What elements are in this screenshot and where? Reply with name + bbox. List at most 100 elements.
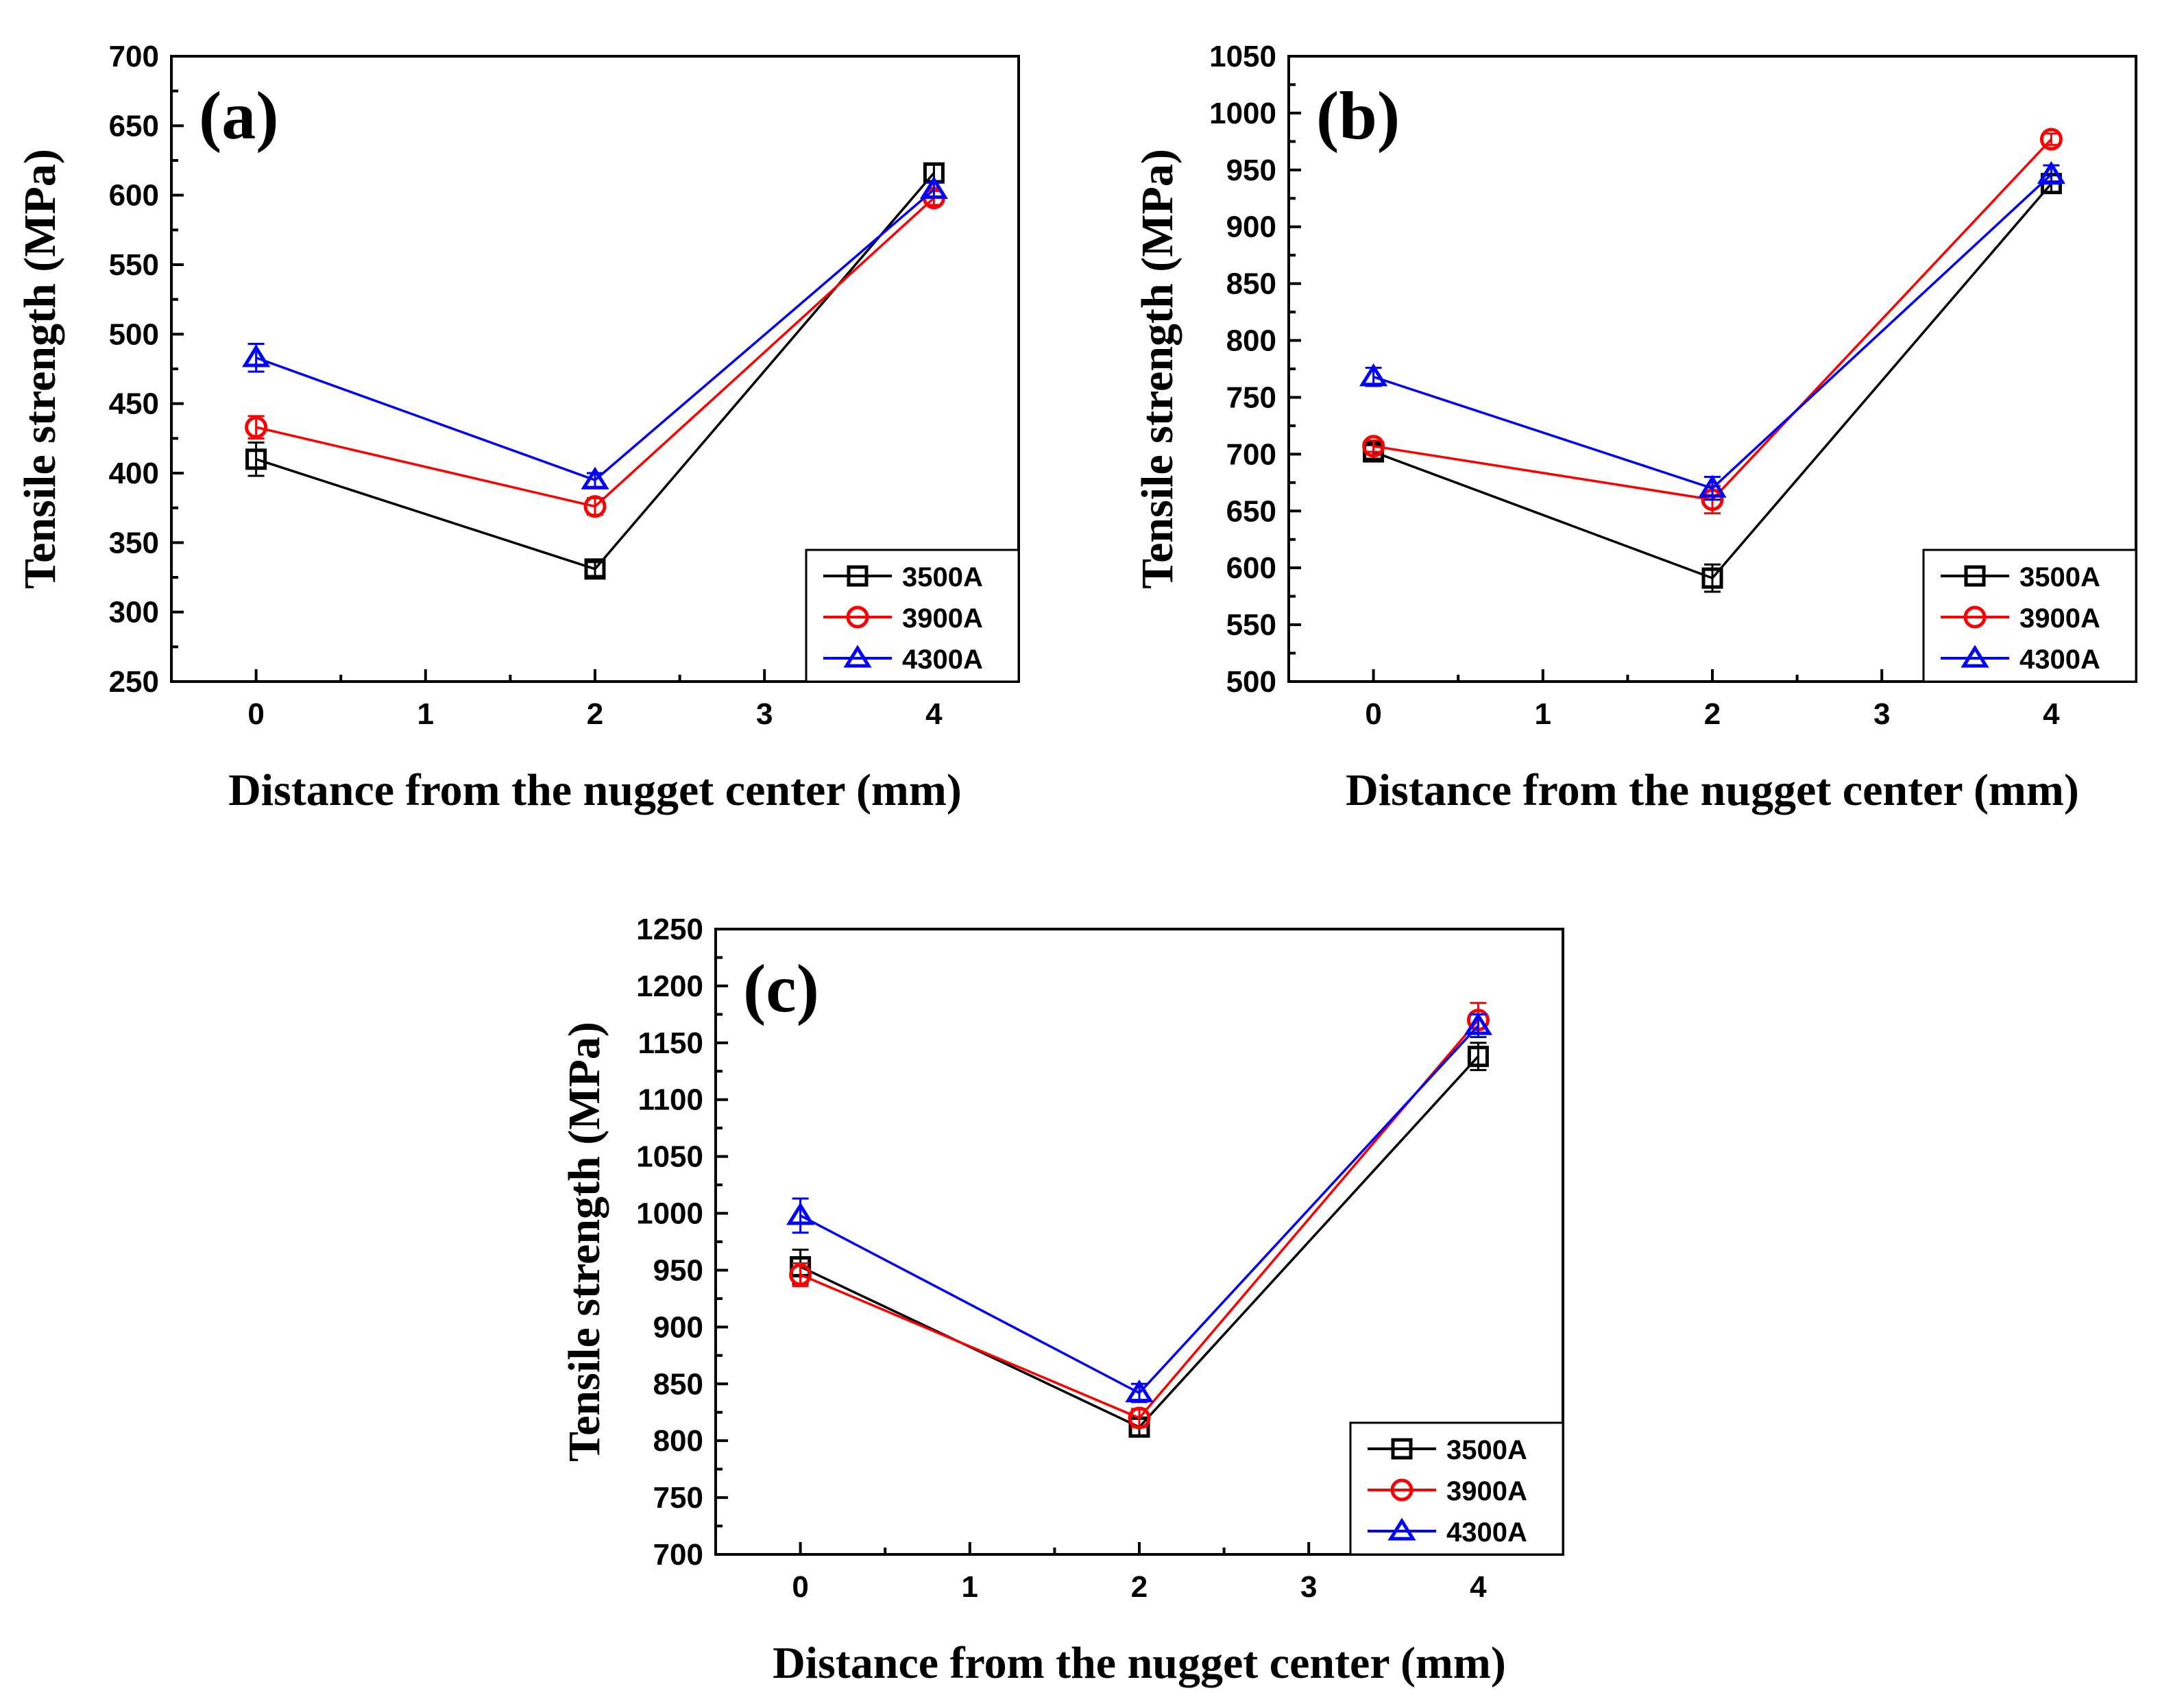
y-tick-label: 1000 — [1209, 97, 1276, 130]
data-point — [786, 1202, 815, 1225]
data-point — [2037, 160, 2066, 184]
y-tick-label: 800 — [653, 1424, 703, 1458]
series-3500A — [790, 1042, 1489, 1438]
data-point — [1128, 1406, 1151, 1430]
data-point — [2039, 128, 2063, 151]
x-tick-label: 3 — [1300, 1570, 1317, 1604]
panel-label: (a) — [199, 77, 279, 154]
data-point — [245, 416, 268, 439]
y-tick-label: 600 — [1226, 551, 1276, 585]
legend-marker — [1963, 605, 1987, 629]
y-tick-label: 1050 — [1209, 40, 1276, 73]
y-tick-label: 400 — [109, 457, 159, 490]
legend-label: 4300A — [1446, 1517, 1527, 1548]
y-tick-label: 750 — [653, 1481, 703, 1515]
y-tick-label: 250 — [109, 665, 159, 699]
chart-panel-0: 250 300 350 400 450 500 550 600 650 700 0 1 2 3 4 Dista… — [15, 40, 1020, 815]
y-tick-label: 500 — [109, 317, 159, 351]
x-tick-label: 1 — [962, 1570, 978, 1604]
y-tick-label: 800 — [1226, 324, 1276, 358]
x-tick-label: 2 — [1131, 1570, 1148, 1604]
y-tick-label: 1250 — [636, 913, 703, 946]
legend-label: 3900A — [1446, 1476, 1527, 1506]
series-line — [1372, 182, 2052, 580]
y-tick-label: 850 — [1226, 267, 1276, 301]
legend-marker — [847, 565, 869, 587]
data-point — [583, 495, 607, 518]
data-point — [1359, 363, 1388, 387]
legend: 3500A 3900A 4300A — [1922, 549, 2137, 683]
y-tick-label: 850 — [653, 1367, 703, 1401]
data-point — [241, 344, 271, 368]
data-point — [919, 176, 949, 200]
series-4300A — [1359, 160, 2066, 501]
x-tick-label: 0 — [1365, 697, 1381, 731]
data-point — [1701, 567, 1723, 589]
y-tick-label: 650 — [109, 109, 159, 143]
x-tick-label: 2 — [1704, 697, 1721, 731]
y-tick-label: 500 — [1226, 665, 1276, 699]
y-axis-title: Tensile strength (MPa) — [1132, 149, 1182, 589]
legend-label: 3900A — [902, 603, 983, 634]
data-point — [1464, 1012, 1493, 1035]
y-tick-label: 1000 — [636, 1197, 703, 1231]
x-axis-title: Distance from the nugget center (mm) — [1346, 765, 2079, 815]
data-point — [1467, 1046, 1489, 1068]
legend-label: 3500A — [902, 562, 983, 592]
data-point — [1698, 474, 1727, 498]
x-tick-label: 0 — [792, 1570, 808, 1604]
data-point — [1125, 1379, 1154, 1403]
x-axis-title: Distance from the nugget center (mm) — [228, 765, 962, 815]
series-line — [256, 189, 935, 482]
legend-label: 3500A — [1446, 1435, 1527, 1465]
y-tick-label: 550 — [1226, 608, 1276, 642]
series-4300A — [241, 176, 949, 490]
legend-marker — [843, 645, 872, 668]
legend-marker — [1961, 645, 1989, 668]
x-tick-label: 4 — [1470, 1570, 1487, 1604]
data-point — [584, 558, 606, 580]
y-tick-label: 450 — [109, 387, 159, 421]
x-tick-label: 4 — [2043, 697, 2060, 731]
y-tick-label: 750 — [1226, 381, 1276, 414]
series-line — [799, 1055, 1479, 1429]
series-3500A — [245, 162, 945, 580]
y-tick-label: 700 — [1226, 437, 1276, 471]
x-axis-title: Distance from the nugget center (mm) — [773, 1638, 1506, 1688]
x-tick-label: 2 — [587, 697, 603, 731]
series-4300A — [786, 1012, 1493, 1404]
y-tick-label: 900 — [1226, 211, 1276, 244]
legend-marker — [1390, 1478, 1413, 1502]
x-tick-label: 1 — [1535, 697, 1551, 731]
y-tick-label: 700 — [109, 40, 159, 73]
y-tick-label: 1050 — [636, 1140, 703, 1174]
legend-marker — [1391, 1438, 1413, 1460]
legend-marker — [846, 605, 869, 629]
series-line — [1373, 173, 2052, 490]
y-axis-title: Tensile strength (MPa) — [559, 1022, 609, 1462]
y-tick-label: 350 — [109, 526, 159, 560]
panel-label: (c) — [743, 950, 819, 1026]
x-tick-label: 4 — [925, 697, 943, 731]
legend-marker — [1964, 565, 1986, 587]
series-line — [799, 1024, 1479, 1395]
legend-marker — [1387, 1517, 1416, 1541]
legend-label: 3900A — [2019, 603, 2100, 634]
chart-panel-1: 500 550 600 650 700 750 800 850 900 950 1000 1050 0 1… — [1132, 40, 2137, 815]
series-3900A — [789, 1002, 1490, 1430]
x-tick-label: 3 — [756, 697, 773, 731]
y-tick-label: 900 — [653, 1310, 703, 1344]
y-tick-label: 600 — [109, 179, 159, 213]
data-point — [581, 466, 609, 490]
series-3500A — [1363, 173, 2062, 593]
x-tick-label: 1 — [417, 697, 434, 731]
y-axis-title: Tensile strength (MPa) — [15, 149, 65, 589]
chart-panel-2: 7007508008509009501000105011001150120012… — [559, 913, 1564, 1688]
y-tick-label: 950 — [1226, 154, 1276, 187]
y-tick-label: 950 — [653, 1253, 703, 1287]
x-tick-label: 3 — [1873, 697, 1890, 731]
y-tick-label: 1100 — [638, 1083, 703, 1117]
series-3900A — [1362, 128, 2063, 515]
series-line — [799, 1019, 1479, 1420]
